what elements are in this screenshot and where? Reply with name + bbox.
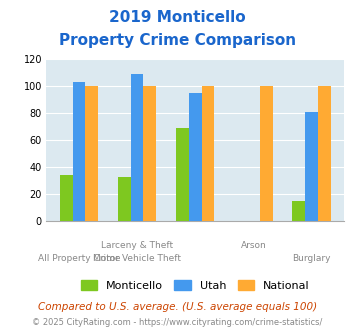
Text: Property Crime Comparison: Property Crime Comparison bbox=[59, 33, 296, 48]
Bar bbox=[72, 82, 85, 221]
Bar bbox=[143, 86, 156, 221]
Bar bbox=[305, 112, 318, 221]
Bar bbox=[118, 177, 131, 221]
Bar bbox=[189, 93, 202, 221]
Bar bbox=[202, 86, 214, 221]
Bar bbox=[260, 86, 273, 221]
Text: 2019 Monticello: 2019 Monticello bbox=[109, 10, 246, 25]
Bar bbox=[293, 201, 305, 221]
Text: Burglary: Burglary bbox=[293, 254, 331, 263]
Bar bbox=[318, 86, 331, 221]
Text: Motor Vehicle Theft: Motor Vehicle Theft bbox=[93, 254, 181, 263]
Bar bbox=[85, 86, 98, 221]
Text: Arson: Arson bbox=[241, 241, 266, 249]
Bar bbox=[60, 175, 72, 221]
Text: Larceny & Theft: Larceny & Theft bbox=[101, 241, 173, 249]
Text: Compared to U.S. average. (U.S. average equals 100): Compared to U.S. average. (U.S. average … bbox=[38, 302, 317, 312]
Text: All Property Crime: All Property Crime bbox=[38, 254, 120, 263]
Bar bbox=[131, 74, 143, 221]
Text: © 2025 CityRating.com - https://www.cityrating.com/crime-statistics/: © 2025 CityRating.com - https://www.city… bbox=[32, 318, 323, 327]
Legend: Monticello, Utah, National: Monticello, Utah, National bbox=[81, 280, 310, 291]
Bar bbox=[176, 128, 189, 221]
